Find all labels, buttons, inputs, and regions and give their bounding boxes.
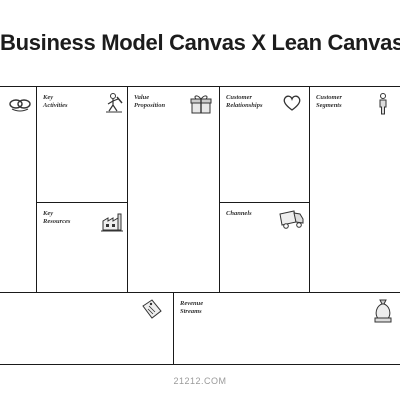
factory-icon <box>101 213 123 232</box>
price-tag-icon <box>142 299 162 319</box>
gift-icon <box>190 95 212 114</box>
key-activities-label: Key Activities <box>43 94 68 109</box>
money-bag-icon <box>374 299 392 323</box>
customer-segments-label: Customer Segments <box>316 94 343 109</box>
key-resources-label: Key Resources <box>43 210 71 225</box>
key-resources-block[interactable]: Key Resources <box>36 202 128 293</box>
business-model-canvas: Key Activities Key Resources Value Propo… <box>0 86 400 365</box>
person-icon <box>379 93 387 115</box>
key-activities-block[interactable]: Key Activities <box>36 86 128 203</box>
cost-structure-block[interactable] <box>0 292 174 365</box>
channels-block[interactable]: Channels <box>219 202 310 293</box>
revenue-streams-block[interactable]: Revenue Streams <box>173 292 400 365</box>
heart-icon <box>283 95 301 111</box>
customer-relationships-block[interactable]: Customer Relationships <box>219 86 310 203</box>
customer-relationships-label: Customer Relationships <box>226 94 263 109</box>
customer-segments-block[interactable]: Customer Segments <box>309 86 400 293</box>
channels-label: Channels <box>226 210 252 217</box>
revenue-streams-label: Revenue Streams <box>180 300 204 315</box>
value-proposition-label: Value Proposition <box>134 94 166 109</box>
truck-icon <box>279 210 304 229</box>
value-proposition-block[interactable]: Value Proposition <box>127 86 220 293</box>
page-title: Business Model Canvas X Lean Canvas <box>0 30 400 55</box>
key-partners-block[interactable] <box>0 86 37 293</box>
chain-link-icon <box>9 99 31 112</box>
worker-icon <box>106 93 123 113</box>
watermark: 21212.COM <box>173 376 227 386</box>
